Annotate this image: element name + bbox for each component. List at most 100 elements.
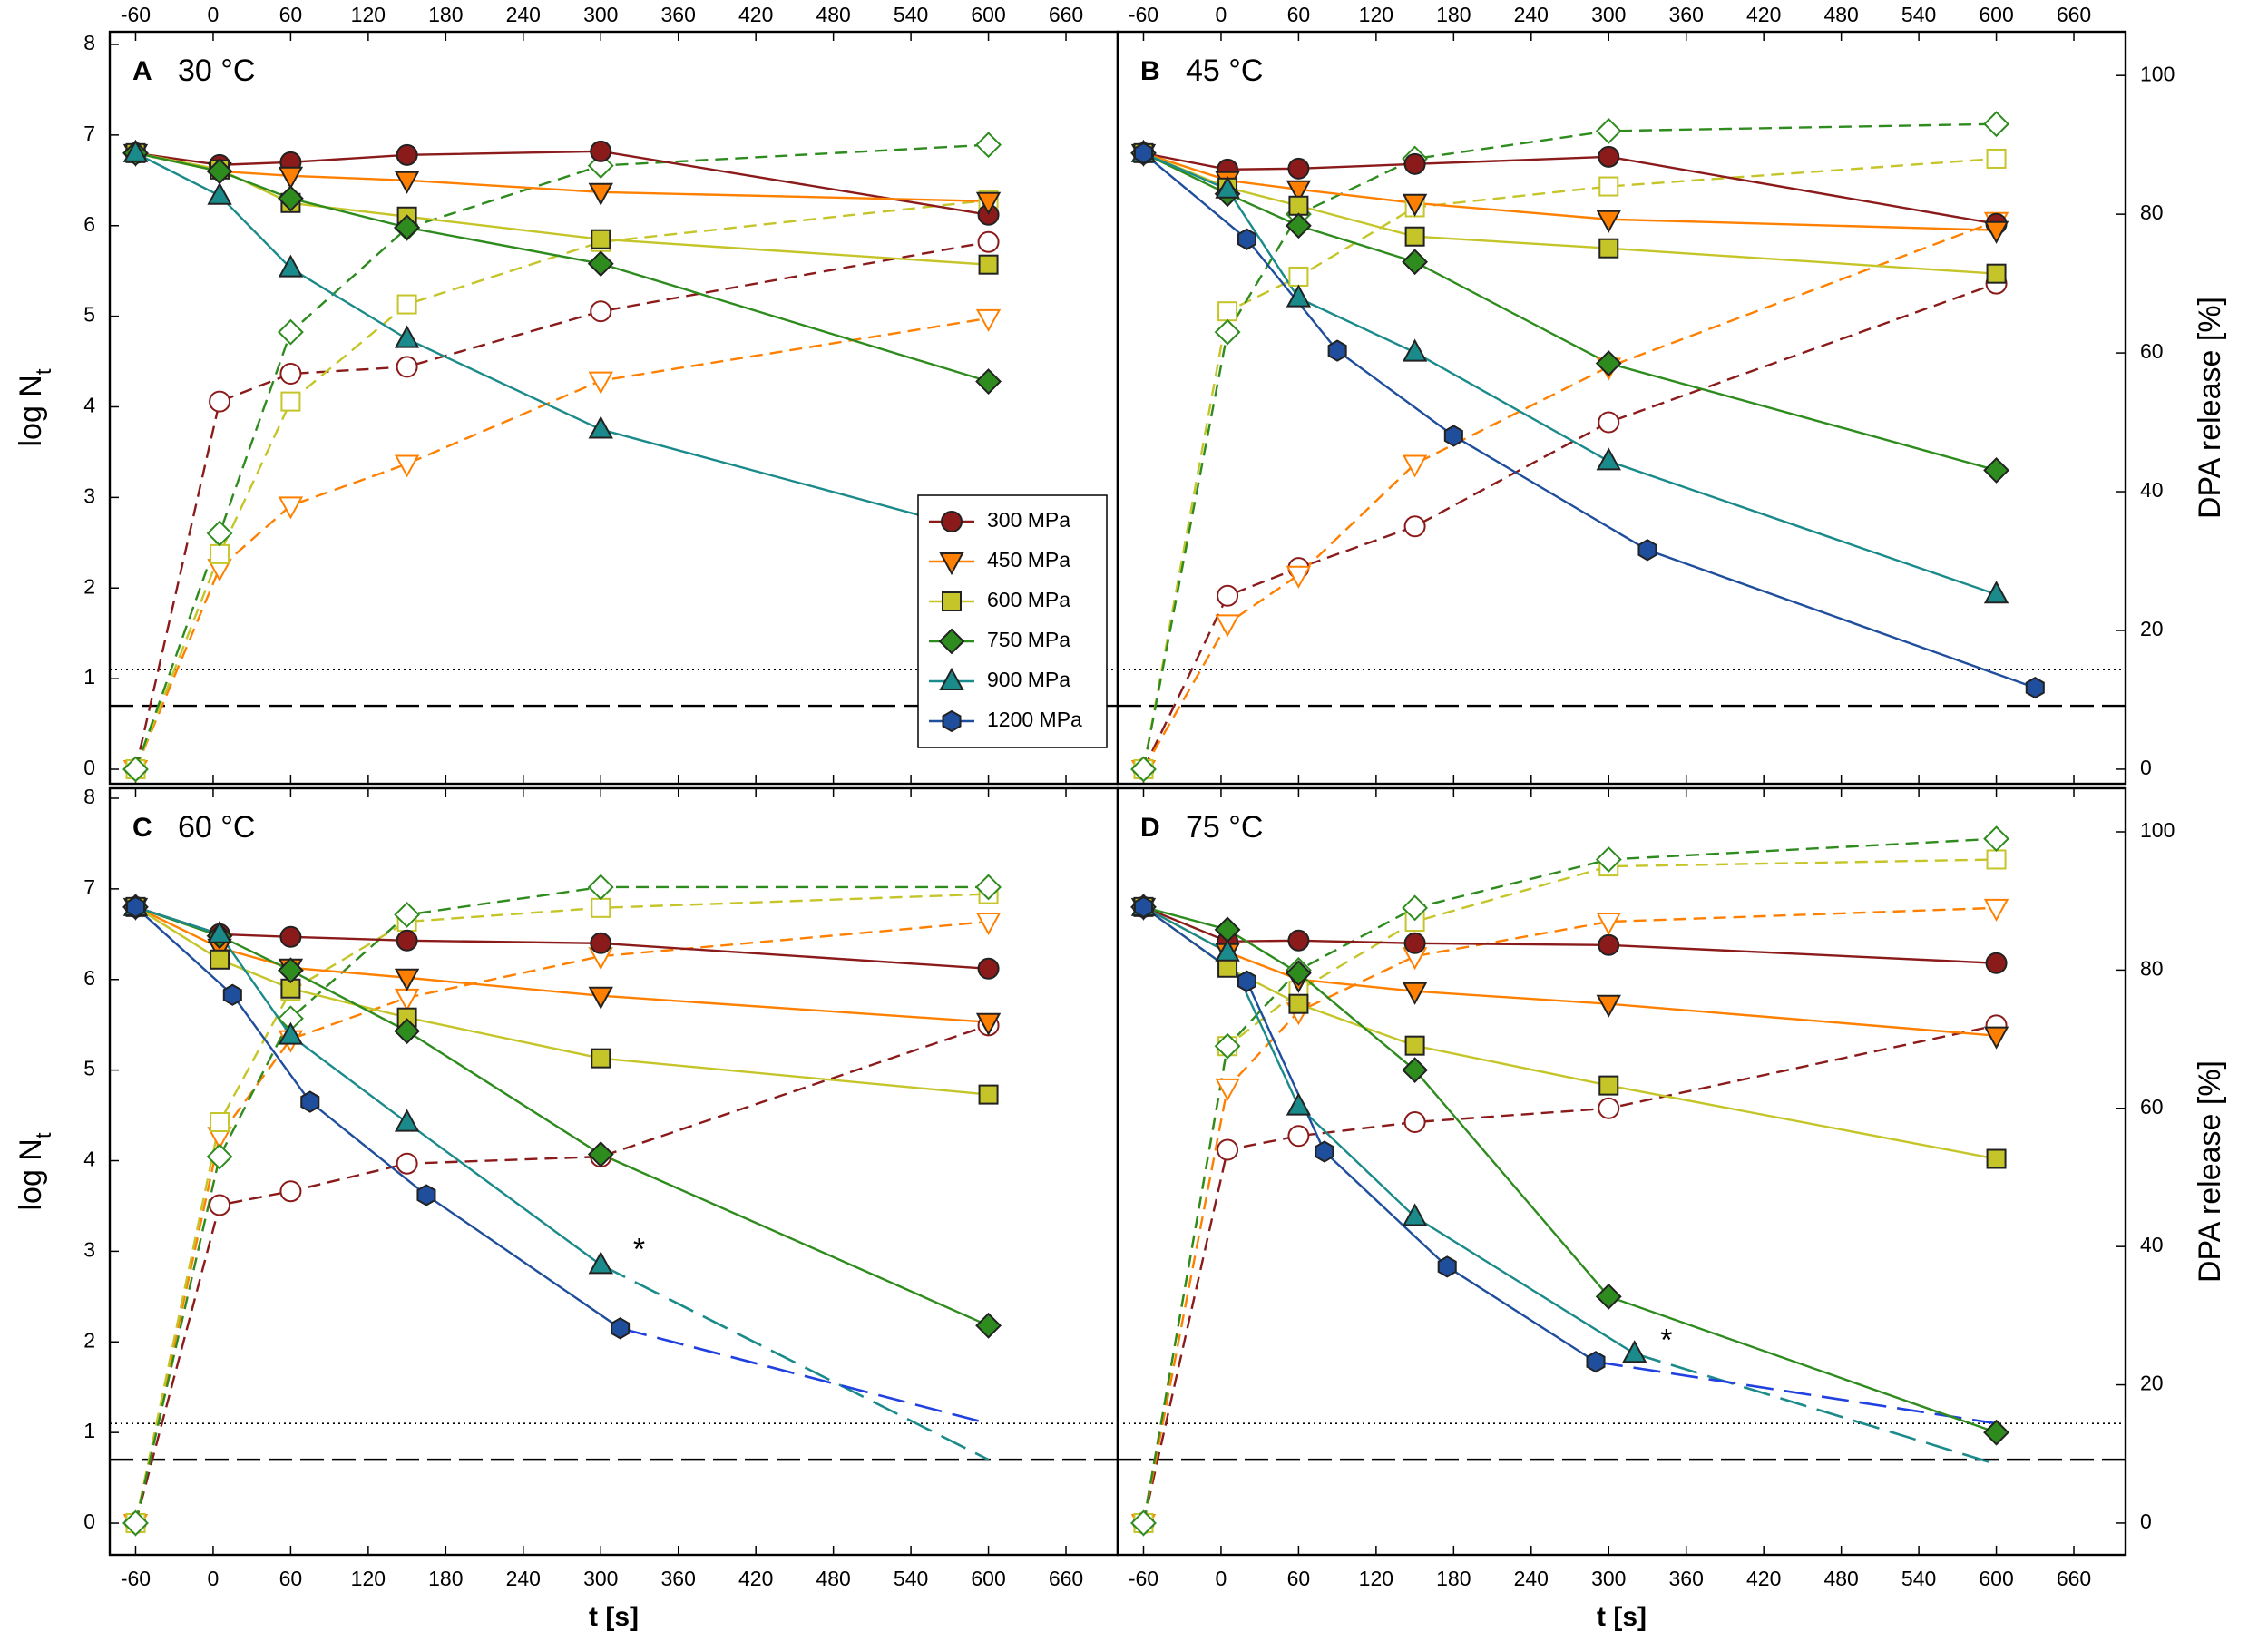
marker [977,957,1000,980]
marker [394,454,420,478]
marker [977,230,1000,253]
panel-title: 30 °C [178,54,255,88]
series-line [1143,151,1997,225]
marker [591,897,611,918]
series-line [134,905,621,1330]
marker [975,368,1002,395]
x-tick-label: 420 [1746,3,1781,26]
marker [590,300,612,323]
plot-frame [1116,30,2127,786]
marker [278,254,304,278]
series-line [135,151,989,383]
panel-title: 60 °C [178,810,255,845]
series-line [135,905,601,1266]
marker [394,1109,420,1132]
x-tick-label: 540 [894,3,928,26]
marker [1437,1255,1457,1278]
marker [975,1012,1002,1036]
legend-label: 300 MPa [987,508,1070,532]
marker [122,1509,149,1537]
panel-title: 75 °C [1186,810,1263,845]
x-axis-label: t [s] [589,1602,639,1632]
marker [1596,994,1621,1018]
marker [278,496,304,520]
marker [1596,447,1621,471]
marker [1285,212,1312,239]
x-tick-label: 360 [1669,3,1704,26]
marker [1403,932,1426,954]
marker [394,902,421,928]
marker [396,356,418,378]
marker [394,171,420,194]
marker [1285,960,1312,987]
y-axis-label-text: log N [14,375,48,446]
marker [222,983,242,1006]
series-line [134,143,989,770]
marker [1215,1078,1240,1102]
marker [1286,565,1312,589]
x-tick-label: 240 [506,1567,541,1590]
extrapolation-line [1634,1353,1997,1466]
y-tick-label: 3 [83,484,95,507]
series-line [135,905,990,1327]
x-tick-label: 300 [1591,3,1626,26]
marker [1598,145,1620,168]
y-tick-label: 5 [83,1057,95,1080]
marker [277,318,304,346]
x-tick-label: 180 [428,1567,463,1590]
marker [588,371,613,395]
marker [1983,1419,2009,1446]
x-tick-label: 240 [1514,3,1549,26]
marker [975,191,1002,215]
panel-letter: D [1140,813,1160,843]
panel: -60 0 60 120 180 240 300 360 420 480 540 600 660 0 20 4… [1116,3,2227,786]
x-tick-label: -60 [121,3,151,26]
marker [1402,894,1429,922]
x-tick-label: 360 [661,3,696,26]
marker [1598,933,1620,956]
y-tick-label: 2 [83,574,95,598]
extrapolation-line [1595,1360,1997,1425]
x-tick-label: 300 [583,3,618,26]
x-tick-label: 180 [1436,1567,1471,1590]
x-tick-label: 660 [2057,1567,2091,1590]
marker [125,895,146,918]
marker [1986,1148,2007,1169]
y-axis-label: log Nt [14,368,56,446]
marker [394,1018,421,1045]
series-line [1143,905,1997,964]
x-tick-label: 120 [1359,1567,1393,1590]
y-tick-label: 0 [83,756,95,779]
y-tick-label: 8 [83,31,95,54]
series-line [1142,837,1997,1524]
marker [394,325,420,348]
y-axis-label-text: log N [14,1138,48,1210]
legend-label: 600 MPa [987,588,1070,611]
marker [1327,339,1347,362]
marker [1402,249,1429,276]
marker [588,986,613,1010]
marker [1288,993,1309,1014]
marker [122,756,149,783]
y2-tick-label: 60 [2140,339,2164,363]
marker [1286,284,1312,308]
x-tick-label: -60 [1129,3,1158,26]
x-tick-label: -60 [1129,1567,1158,1590]
legend-label: 900 MPa [987,668,1070,691]
series-line [1142,905,1636,1355]
y2-tick-label: 100 [2140,818,2175,842]
y2-tick-label: 0 [2140,756,2152,779]
marker [1237,970,1256,992]
y-tick-label: 6 [83,212,95,236]
extrapolation-line [600,1264,990,1461]
series-line [135,150,989,216]
y-tick-label: 2 [83,1328,95,1352]
x-tick-label: 0 [208,1567,220,1590]
x-tick-label: 420 [1746,1567,1781,1590]
marker [396,1152,418,1175]
marker [1288,195,1309,216]
x-tick-label: 240 [1514,1567,1549,1590]
marker [587,1141,614,1167]
series-line [134,151,989,535]
